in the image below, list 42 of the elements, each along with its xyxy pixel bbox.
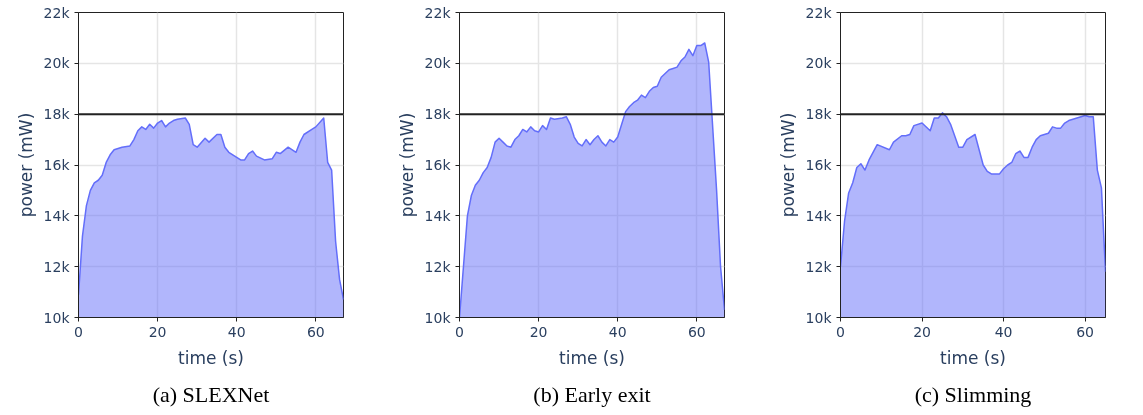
x-tick-label: 60 (687, 323, 706, 340)
text: (b) Early exit (533, 381, 651, 407)
x-tick-label: 40 (608, 323, 627, 340)
y-tick-label: 18k (805, 106, 833, 123)
y-tick-label: 12k (424, 258, 452, 275)
y-tick-label: 12k (43, 258, 71, 275)
y-tick-label: 22k (424, 4, 452, 21)
x-tick-label: 60 (306, 323, 325, 340)
y-tick-label: 18k (424, 106, 452, 123)
x-tick-label: 20 (529, 323, 548, 340)
x-tick-label: 20 (913, 323, 931, 340)
y-tick-label: 20k (43, 55, 71, 72)
x-tick-label: 0 (836, 323, 845, 340)
x-tick-label: 0 (455, 323, 464, 340)
x-axis-title: time (s) (940, 347, 1006, 368)
y-tick-label: 16k (805, 157, 833, 173)
y-tick-label: 22k (805, 4, 833, 21)
y-tick-label: 14k (43, 207, 71, 224)
y-tick-label: 22k (43, 4, 71, 21)
y-axis-title: power (mW) (396, 112, 417, 218)
y-tick-label: 10k (43, 309, 71, 326)
y-tick-label: 16k (424, 157, 452, 173)
x-tick-label: 40 (227, 323, 246, 340)
x-axis-title: time (s) (559, 347, 625, 368)
y-tick-label: 12k (805, 258, 833, 275)
y-tick-label: 20k (805, 55, 833, 72)
x-tick-label: 20 (148, 323, 167, 340)
y-tick-label: 16k (43, 157, 71, 173)
text: (a) SLEXNet (152, 381, 270, 407)
y-tick-label: 10k (424, 309, 452, 326)
x-axis-title: time (s) (178, 347, 244, 368)
y-tick-label: 18k (43, 106, 71, 123)
y-tick-label: 20k (424, 55, 452, 72)
text: (c) Slimming (914, 381, 1032, 407)
x-tick-label: 60 (1076, 323, 1095, 340)
y-axis-title: power (mW) (777, 112, 798, 218)
x-tick-label: 0 (74, 323, 83, 340)
x-tick-label: 40 (994, 323, 1013, 340)
y-tick-label: 10k (805, 309, 833, 326)
y-tick-label: 14k (805, 207, 833, 224)
y-axis-title: power (mW) (15, 112, 36, 218)
y-tick-label: 14k (424, 207, 452, 224)
